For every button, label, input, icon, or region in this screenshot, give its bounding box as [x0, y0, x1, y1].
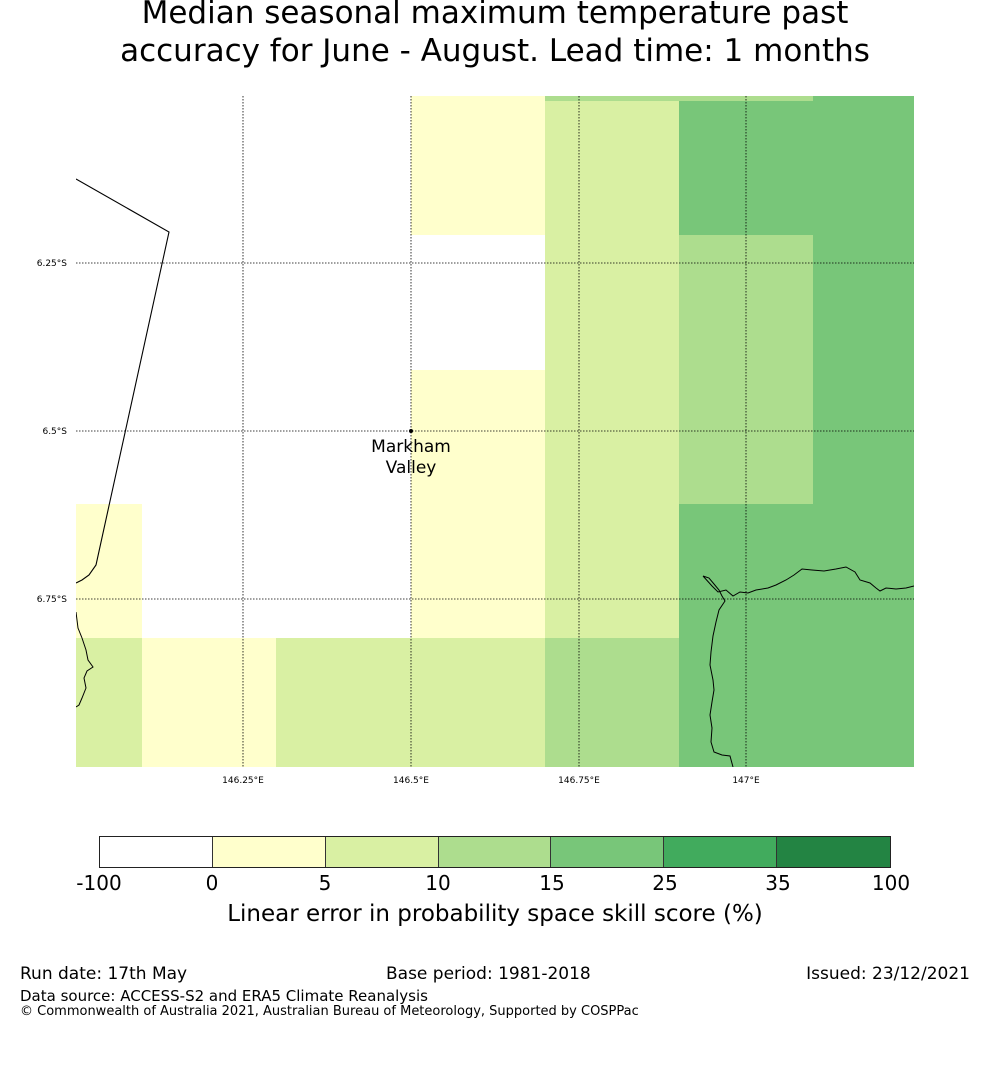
colorbar-tick: 0	[205, 871, 219, 895]
lat-label: 6.5°S	[42, 427, 67, 437]
grid-cell	[545, 96, 679, 101]
colorbar-segment	[664, 837, 778, 867]
colorbar-segment	[212, 837, 326, 867]
location-label-line-1: Markham	[371, 437, 451, 457]
colorbar-tick: 100	[871, 871, 911, 895]
map-title-line-1: Median seasonal maximum temperature past	[141, 0, 849, 31]
run-date: Run date: 17th May	[20, 964, 188, 984]
coastline-east	[702, 566, 914, 767]
issued-date: Issued: 23/12/2021	[806, 964, 970, 984]
colorbar-tick: 15	[539, 871, 565, 895]
grid-cell	[76, 638, 142, 767]
data-source: Data source: ACCESS-S2 and ERA5 Climate …	[20, 987, 428, 1005]
colorbar-tick: 5	[318, 871, 332, 895]
grid-cell	[545, 96, 679, 638]
lon-label: 146.25°E	[222, 776, 264, 786]
grid-cell	[76, 504, 142, 638]
skill-score-map: 6.25°S 6.5°S 6.75°S 146.25°E 146.5°E 146…	[37, 96, 914, 786]
coastline-west	[76, 611, 94, 708]
colorbar-tick: -100	[76, 871, 122, 895]
lat-label: 6.25°S	[37, 259, 68, 269]
colorbar-segment	[551, 837, 665, 867]
colorbar	[99, 836, 891, 868]
grid-cell	[545, 638, 679, 767]
graticule	[76, 96, 914, 767]
lon-label: 147°E	[732, 776, 760, 786]
colorbar-tick: 25	[652, 871, 678, 895]
grid-cell	[411, 96, 545, 235]
lon-label: 146.75°E	[558, 776, 600, 786]
colorbar-tick: 35	[765, 871, 791, 895]
colorbar-segment	[777, 837, 890, 867]
grid-cell	[679, 96, 813, 101]
colorbar-label: Linear error in probability space skill …	[227, 901, 763, 927]
lat-label: 6.75°S	[37, 595, 68, 605]
copyright-notice: © Commonwealth of Australia 2021, Austra…	[20, 1004, 639, 1019]
border-line	[76, 178, 170, 584]
location-marker	[409, 429, 413, 433]
base-period: Base period: 1981-2018	[386, 964, 591, 984]
colorbar-segment	[325, 837, 439, 867]
grid-cell	[142, 638, 276, 767]
map-title: Median seasonal maximum temperature past…	[0, 0, 990, 70]
colorbar-segment	[438, 837, 552, 867]
grid-cell	[411, 370, 545, 638]
lon-label: 146.5°E	[393, 776, 429, 786]
skill-score-grid	[76, 96, 914, 767]
colorbar-tick: 10	[425, 871, 451, 895]
colorbar-segment	[100, 837, 213, 867]
grid-cell	[276, 638, 545, 767]
map-title-line-2: accuracy for June - August. Lead time: 1…	[120, 33, 870, 69]
location-label-line-2: Valley	[386, 458, 437, 478]
